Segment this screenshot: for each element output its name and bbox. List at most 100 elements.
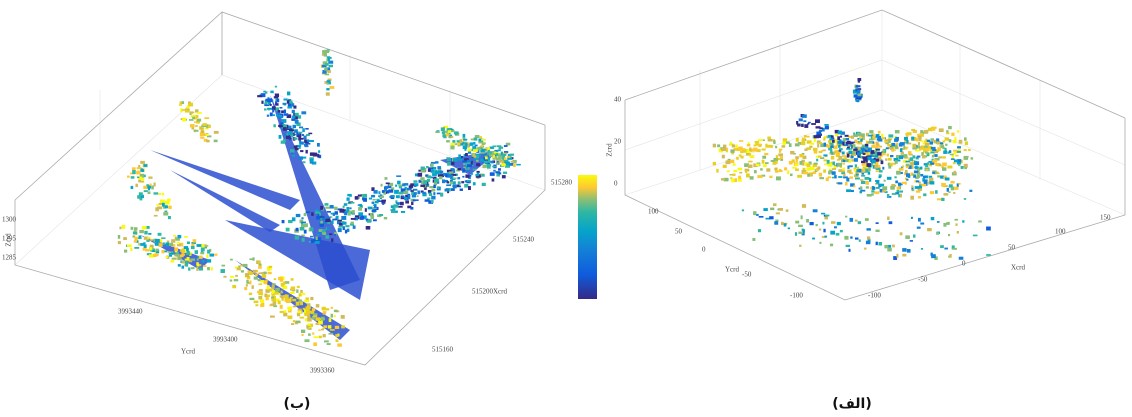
point	[313, 336, 319, 338]
point	[296, 145, 300, 148]
point	[780, 158, 784, 161]
point	[164, 205, 168, 209]
point	[330, 216, 333, 218]
point	[887, 216, 890, 221]
point	[143, 236, 149, 240]
point	[385, 182, 390, 185]
point	[823, 154, 828, 157]
point	[905, 160, 910, 163]
point	[326, 227, 331, 230]
point	[300, 301, 304, 306]
point	[133, 240, 137, 243]
point	[304, 143, 307, 147]
point	[189, 111, 194, 114]
point	[882, 149, 885, 154]
point	[332, 212, 335, 216]
point	[906, 173, 911, 177]
point	[423, 184, 428, 188]
point	[937, 175, 941, 178]
point	[371, 201, 375, 204]
point	[778, 148, 783, 151]
point	[388, 189, 394, 193]
point	[287, 131, 293, 135]
point	[207, 267, 210, 271]
point	[916, 155, 921, 158]
point	[911, 136, 915, 140]
point	[396, 175, 402, 177]
point	[273, 278, 277, 281]
point	[304, 318, 308, 322]
point	[801, 204, 807, 208]
point	[378, 191, 381, 195]
point	[149, 247, 153, 251]
point	[818, 142, 823, 144]
point	[199, 132, 204, 137]
point	[449, 136, 452, 139]
point	[886, 194, 890, 198]
point	[737, 167, 743, 171]
point	[943, 223, 947, 227]
point	[268, 101, 271, 106]
point	[452, 173, 457, 176]
point	[384, 186, 387, 191]
point	[146, 226, 150, 229]
point	[467, 149, 472, 154]
point	[746, 144, 751, 147]
point	[875, 167, 880, 171]
point	[831, 152, 834, 155]
point	[790, 151, 795, 155]
point	[465, 153, 468, 157]
point	[209, 248, 212, 252]
point	[141, 226, 147, 230]
point	[138, 164, 141, 168]
point	[740, 155, 744, 159]
point	[825, 177, 829, 182]
point	[912, 147, 918, 150]
point	[444, 133, 450, 137]
point	[330, 212, 333, 215]
point	[331, 220, 334, 225]
point	[831, 171, 836, 175]
point	[258, 296, 263, 300]
point	[864, 218, 869, 221]
point	[513, 163, 516, 167]
point	[266, 266, 272, 271]
point	[301, 329, 306, 333]
point	[806, 147, 811, 150]
point	[492, 156, 498, 160]
point	[730, 149, 735, 153]
point	[268, 265, 273, 269]
point	[472, 146, 477, 149]
point	[262, 273, 266, 276]
point	[453, 177, 457, 180]
point	[186, 257, 190, 261]
point	[883, 179, 886, 182]
point	[317, 143, 320, 147]
point	[249, 280, 252, 285]
point	[899, 194, 902, 198]
point	[925, 138, 928, 142]
point	[420, 184, 426, 187]
point	[433, 182, 438, 186]
point	[281, 119, 287, 123]
point	[930, 151, 935, 154]
point	[943, 150, 948, 154]
point	[430, 163, 434, 167]
point	[422, 192, 427, 197]
point	[317, 153, 320, 158]
point	[286, 100, 291, 104]
point	[117, 235, 121, 239]
point	[870, 150, 875, 154]
point	[265, 91, 268, 94]
point	[903, 140, 908, 143]
point	[184, 110, 190, 113]
point	[146, 240, 150, 242]
point	[315, 211, 321, 214]
point	[773, 140, 776, 144]
point	[282, 285, 288, 290]
point	[875, 149, 880, 151]
point	[861, 144, 866, 148]
point	[329, 86, 335, 89]
point	[267, 107, 273, 110]
point	[896, 189, 900, 193]
